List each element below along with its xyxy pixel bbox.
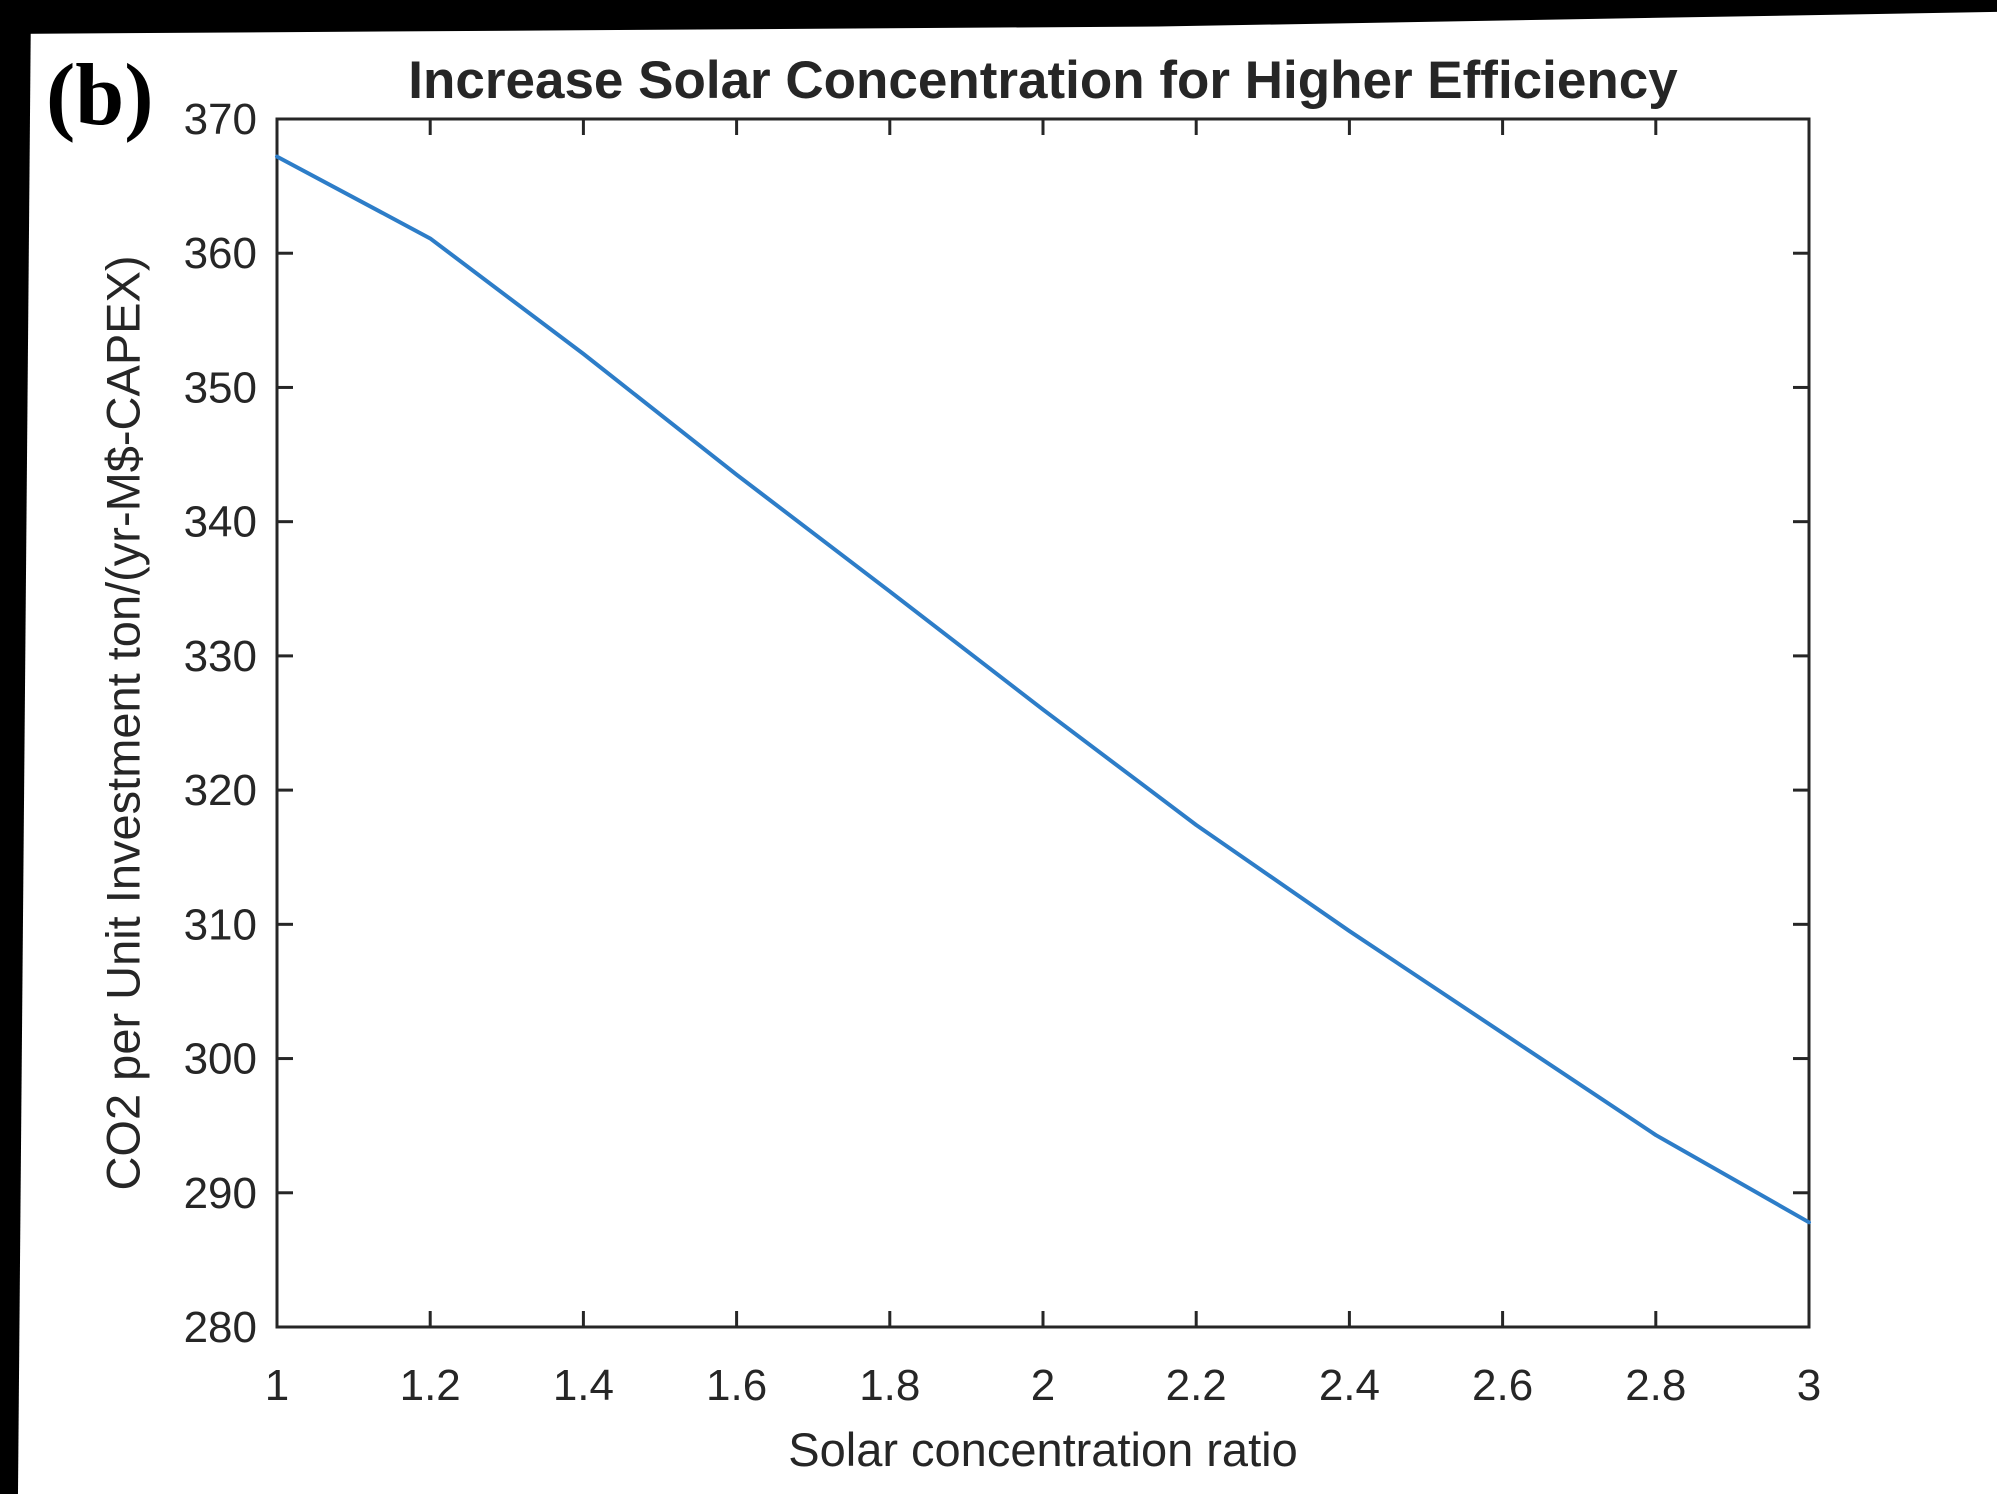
x-axis-label: Solar concentration ratio	[788, 1423, 1298, 1476]
x-tick-label: 2.8	[1625, 1361, 1686, 1410]
x-tick-label: 1.2	[400, 1361, 461, 1410]
y-tick-label: 300	[184, 1035, 257, 1084]
x-tick-label: 2	[1031, 1361, 1055, 1410]
x-tick-label: 1	[265, 1361, 289, 1410]
x-tick-label: 1.4	[553, 1361, 614, 1410]
y-tick-label: 340	[184, 498, 257, 547]
data-curve	[275, 154, 1811, 1225]
y-tick-label: 280	[184, 1303, 257, 1352]
x-tick-label: 2.6	[1472, 1361, 1533, 1410]
y-tick-label: 310	[184, 900, 257, 949]
x-tick-label: 2.4	[1319, 1361, 1380, 1410]
y-tick-label: 330	[184, 632, 257, 681]
x-tick-label: 1.6	[706, 1361, 767, 1410]
x-tick-label: 3	[1797, 1361, 1821, 1410]
y-tick-label: 370	[184, 95, 257, 144]
chart-title: Increase Solar Concentration for Higher …	[408, 51, 1678, 110]
x-tick-label: 2.2	[1166, 1361, 1227, 1410]
y-tick-label: 360	[184, 229, 257, 278]
y-tick-label: 320	[184, 766, 257, 815]
y-tick-label: 290	[184, 1169, 257, 1218]
x-tick-label: 1.8	[859, 1361, 920, 1410]
axes-box	[275, 117, 1811, 1329]
y-tick-label: 350	[184, 363, 257, 412]
panel-label: (b)	[46, 47, 154, 144]
